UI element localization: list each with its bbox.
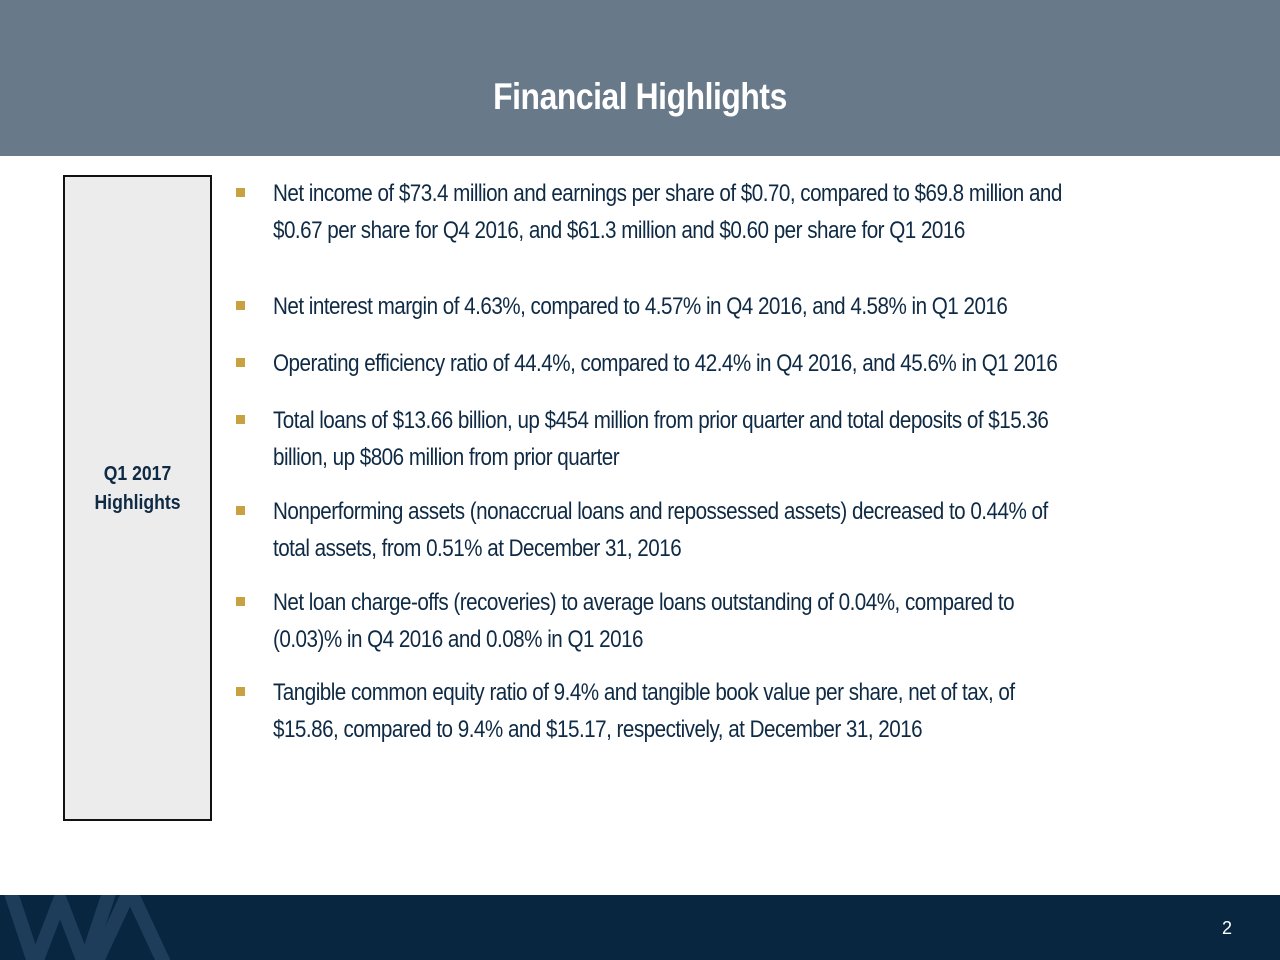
highlight-line: Net interest margin of 4.63%, compared t… <box>273 293 1008 320</box>
period-label-line1: Q1 2017 <box>103 463 172 485</box>
highlight-text: Net interest margin of 4.63%, compared t… <box>273 288 1185 325</box>
bullet-marker <box>236 506 245 515</box>
bullet-marker <box>236 597 245 606</box>
highlight-line: Operating efficiency ratio of 44.4%, com… <box>273 350 1058 377</box>
wa-monogram-icon <box>4 895 171 960</box>
highlight-line: billion, up $806 million from prior quar… <box>273 444 620 471</box>
highlight-line: total assets, from 0.51% at December 31,… <box>273 535 682 562</box>
period-label: Q1 2017 Highlights <box>74 460 202 518</box>
footer-bar: 2 <box>0 895 1280 960</box>
bullet-marker <box>236 415 245 424</box>
slide-title: Financial Highlights <box>493 76 787 117</box>
highlight-line: Net income of $73.4 million and earnings… <box>273 180 1062 207</box>
highlight-line: $15.86, compared to 9.4% and $15.17, res… <box>273 716 923 743</box>
bullet-marker <box>236 687 245 696</box>
highlight-line: (0.03)% in Q4 2016 and 0.08% in Q1 2016 <box>273 626 644 653</box>
highlight-text: Net loan charge-offs (recoveries) to ave… <box>273 584 1185 658</box>
highlight-text: Tangible common equity ratio of 9.4% and… <box>273 674 1185 748</box>
highlight-line: Nonperforming assets (nonaccrual loans a… <box>273 498 1048 525</box>
bullet-marker <box>236 358 245 367</box>
period-label-line2: Highlights <box>94 492 181 514</box>
highlight-text: Nonperforming assets (nonaccrual loans a… <box>273 493 1185 567</box>
period-sidebox: Q1 2017 Highlights <box>63 175 212 821</box>
bullet-marker <box>236 188 245 197</box>
highlight-text: Operating efficiency ratio of 44.4%, com… <box>273 345 1185 382</box>
highlight-text: Net income of $73.4 million and earnings… <box>273 175 1185 249</box>
highlight-line: Total loans of $13.66 billion, up $454 m… <box>273 407 1049 434</box>
page-number: 2 <box>1221 918 1232 938</box>
highlight-line: $0.67 per share for Q4 2016, and $61.3 m… <box>273 217 965 244</box>
header-bar: Financial Highlights <box>0 0 1280 156</box>
highlight-line: Net loan charge-offs (recoveries) to ave… <box>273 589 1015 616</box>
highlight-text: Total loans of $13.66 billion, up $454 m… <box>273 402 1185 476</box>
highlight-line: Tangible common equity ratio of 9.4% and… <box>273 679 1015 706</box>
bullet-marker <box>236 301 245 310</box>
